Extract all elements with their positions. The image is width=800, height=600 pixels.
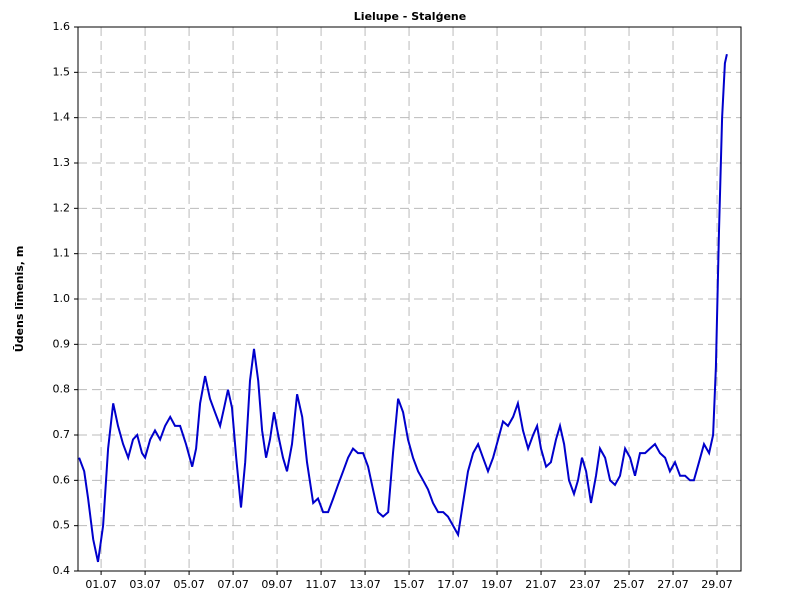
- y-tick-label: 1.4: [53, 111, 71, 124]
- data-line: [78, 53, 728, 563]
- y-tick-label: 0.5: [53, 519, 71, 532]
- chart-title: Lielupe - Stalģene: [354, 10, 466, 23]
- x-tick-label: 01.07: [85, 578, 117, 591]
- y-tick-label: 1.1: [53, 247, 71, 260]
- y-tick-label: 0.9: [53, 337, 71, 350]
- y-axis-label: Ūdens līmenis, m: [13, 246, 26, 353]
- x-tick-label: 15.07: [393, 578, 425, 591]
- x-tick-label: 13.07: [349, 578, 381, 591]
- y-tick-label: 1.3: [53, 156, 71, 169]
- x-tick-label: 29.07: [701, 578, 733, 591]
- y-tick-label: 0.8: [53, 383, 71, 396]
- plot-border: [77, 26, 742, 572]
- y-tick-label: 1.2: [53, 201, 71, 214]
- y-tick-label: 1.0: [53, 292, 71, 305]
- x-tick-label: 17.07: [437, 578, 469, 591]
- x-tick-label: 07.07: [217, 578, 249, 591]
- x-tick-label: 25.07: [613, 578, 645, 591]
- y-tick-label: 0.4: [53, 564, 71, 577]
- y-tick-label: 0.7: [53, 428, 71, 441]
- x-tick-label: 09.07: [261, 578, 293, 591]
- x-tick-label: 23.07: [569, 578, 601, 591]
- x-tick-label: 05.07: [173, 578, 205, 591]
- x-tick-label: 19.07: [481, 578, 513, 591]
- y-tick-label: 1.5: [53, 65, 71, 78]
- x-tick-label: 27.07: [657, 578, 689, 591]
- x-tick-label: 11.07: [305, 578, 337, 591]
- x-tick-label: 21.07: [525, 578, 557, 591]
- y-tick-label: 1.6: [53, 20, 71, 33]
- x-tick-label: 03.07: [129, 578, 161, 591]
- y-tick-label: 0.6: [53, 473, 71, 486]
